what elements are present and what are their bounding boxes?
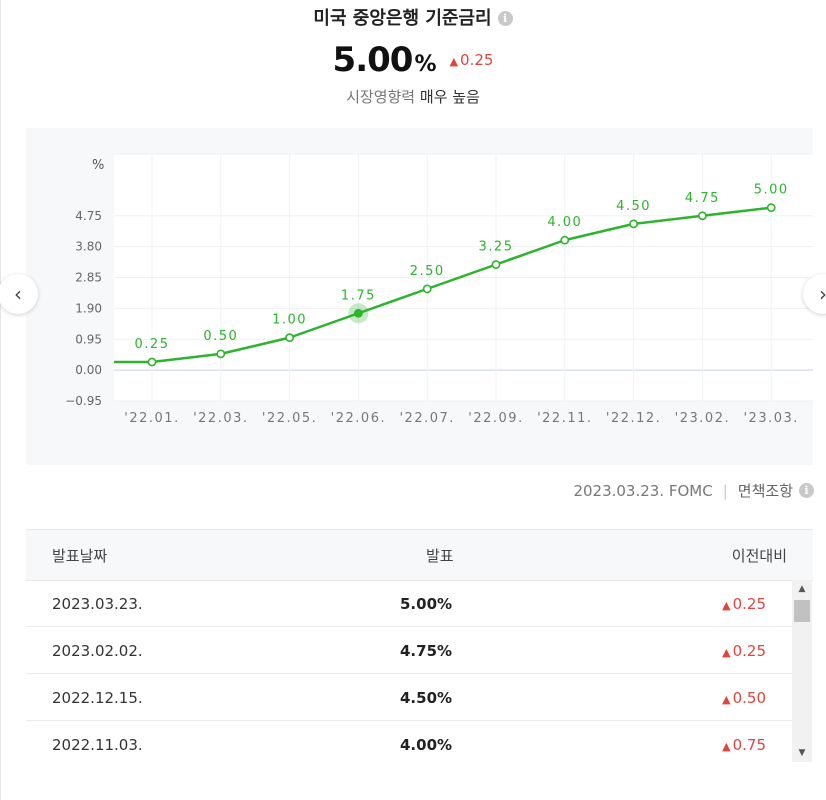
market-influence: 시장영향력 매우 높음 [0,86,826,107]
up-arrow-icon: ▲ [722,740,731,753]
row-value: 4.75% [400,642,453,660]
row-date: 2023.03.23. [52,595,143,613]
scroll-thumb[interactable] [794,600,810,622]
chart-next-button[interactable]: › [803,274,826,314]
influence-value: 매우 높음 [419,88,480,106]
data-point [629,219,638,229]
source-event: FOMC [668,482,713,500]
up-arrow-icon: ▲ [722,599,731,612]
data-point [491,260,501,269]
header-date: 발표날짜 [52,547,108,565]
rate-change-value: 0.25 [460,51,494,69]
y-tick-label: 4.75 [75,209,102,223]
x-tick-label: '23.02. [675,411,730,426]
history-table-header: 발표날짜 발표 이전대비 [26,529,813,581]
divider: | [722,482,728,500]
history-table-body[interactable]: 2023.03.23. 5.00% ▲ 0.25 2023.02.02. 4.75… [26,580,792,762]
x-tick-label: '22.07. [399,411,454,426]
data-point [147,357,157,367]
y-tick-label: 1.90 [75,301,102,315]
chevron-right-icon: › [819,282,826,306]
x-tick-label: '22.03. [193,411,248,426]
data-point [422,284,432,294]
x-tick-label: '22.06. [331,411,386,426]
row-change: ▲ 0.25 [722,595,766,613]
y-tick-label: 0.00 [75,363,102,377]
y-tick-label: 3.80 [75,240,102,254]
page-left-border [0,0,1,800]
row-change-value: 0.50 [732,689,766,707]
row-change-value: 0.25 [732,595,766,613]
row-change: ▲ 0.25 [722,642,766,660]
chevron-left-icon: ‹ [14,282,22,306]
title-text: 미국 중앙은행 기준금리 [313,8,492,29]
source-date: 2023.03.23. [573,482,665,500]
table-row: 2023.02.02. 4.75% ▲ 0.25 [26,627,792,674]
data-point [560,235,570,245]
data-label: 4.75 [685,191,720,206]
data-label: 1.75 [341,288,376,303]
rate-change: ▲ 0.25 [450,51,494,69]
row-change-value: 0.25 [732,642,766,660]
data-point [766,203,776,213]
header-value: 발표 [426,547,454,565]
x-tick-label: '22.09. [468,411,523,426]
source-info: 2023.03.23. FOMC | 면책조항 i [573,480,814,501]
up-arrow-icon: ▲ [722,693,731,706]
data-point [353,308,363,318]
data-label: 4.50 [616,199,651,214]
x-tick-label: '22.12. [606,411,661,426]
data-point [698,211,707,221]
row-value: 5.00% [400,595,453,613]
rate-line-chart: % 4.75 3.80 2.85 1.90 0.95 0.00 −0.95 '22.01. '22… [65,153,813,426]
chart-prev-button[interactable]: ‹ [0,274,38,314]
y-axis-unit: % [92,158,104,173]
x-tick-label: '23.03. [743,411,798,426]
disclaimer-link[interactable]: 면책조항 [737,482,793,500]
data-label: 3.25 [479,240,514,255]
x-tick-label: '22.05. [262,411,317,426]
table-scrollbar[interactable]: ▲ ▼ [792,580,812,762]
data-label: 5.00 [754,183,789,198]
data-label: 2.50 [410,264,445,279]
data-label: 4.00 [547,215,582,230]
scroll-up-icon[interactable]: ▲ [798,584,806,594]
row-value: 4.00% [400,736,453,754]
header-prev: 이전대비 [731,547,787,565]
rate-value: 5.00 [332,40,414,80]
influence-label: 시장영향력 [346,88,416,106]
scroll-down-icon[interactable]: ▼ [798,748,806,758]
row-change: ▲ 0.75 [722,736,766,754]
row-date: 2022.11.03. [52,736,143,754]
row-date: 2023.02.02. [52,642,143,660]
table-row: 2022.11.03. 4.00% ▲ 0.75 [26,721,792,762]
table-row: 2023.03.23. 5.00% ▲ 0.25 [26,580,792,627]
up-arrow-icon: ▲ [449,55,459,68]
row-change-value: 0.75 [732,736,766,754]
y-tick-label: 0.95 [75,332,102,346]
rate-unit: % [414,52,437,77]
row-value: 4.50% [400,689,453,707]
info-icon[interactable]: i [497,11,513,26]
data-label: 1.00 [272,313,307,328]
x-tick-label: '22.01. [124,411,179,426]
table-row: 2022.12.15. 4.50% ▲ 0.50 [26,674,792,721]
y-tick-label: 2.85 [75,271,102,285]
y-tick-label: −0.95 [65,394,102,408]
data-point [285,333,294,343]
up-arrow-icon: ▲ [722,646,731,659]
row-change: ▲ 0.50 [722,689,766,707]
disclaimer-info-icon[interactable]: i [799,483,814,498]
current-rate: 5.00% ▲ 0.25 [0,40,826,80]
x-tick-label: '22.11. [537,411,592,426]
page-title: 미국 중앙은행 기준금리 i [0,4,826,30]
data-label: 0.50 [203,329,238,344]
row-date: 2022.12.15. [52,689,143,707]
rate-chart: % 4.75 3.80 2.85 1.90 0.95 0.00 −0.95 '22.01. '22… [26,128,813,465]
data-label: 0.25 [135,337,170,352]
data-point [216,349,226,359]
